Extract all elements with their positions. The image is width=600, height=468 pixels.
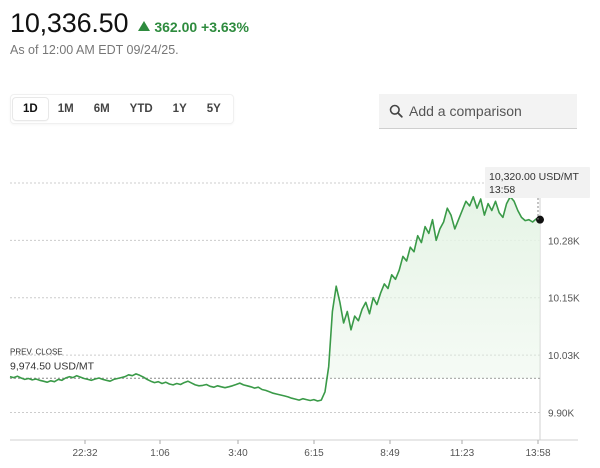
- x-tick-label: 6:15: [304, 448, 324, 459]
- prev-close-value: 9,974.50 USD/MT: [10, 360, 95, 372]
- tooltip-time: 13:58: [489, 184, 515, 196]
- last-point-marker: [536, 215, 544, 224]
- price-change: 362.00 +3.63%: [138, 19, 249, 35]
- up-arrow-icon: [138, 21, 151, 31]
- x-tick-label: 11:23: [450, 448, 475, 459]
- y-tick-label: 10.03K: [548, 351, 580, 362]
- search-icon: [389, 104, 403, 118]
- tooltip-value: 10,320.00 USD/MT: [489, 171, 579, 183]
- y-tick-label: 10.28K: [548, 236, 580, 247]
- y-tick-label: 10.15K: [548, 294, 580, 305]
- x-tick-label: 13:58: [525, 448, 550, 459]
- price-line: [9, 195, 541, 402]
- last-price: 10,336.50: [10, 8, 129, 38]
- price-area-fill: [325, 196, 540, 392]
- tab-ytd[interactable]: YTD: [129, 103, 153, 115]
- tab-1m[interactable]: 1M: [57, 103, 74, 115]
- add-comparison-search[interactable]: Add a comparison: [379, 94, 577, 129]
- y-tick-label: 9.90K: [548, 408, 574, 419]
- time-range-tabs: 1D 1M 6M YTD 1Y 5Y: [10, 94, 234, 124]
- tab-1d[interactable]: 1D: [13, 98, 48, 120]
- x-tick-label: 1:06: [150, 448, 170, 459]
- tab-5y[interactable]: 5Y: [206, 103, 221, 115]
- prev-close-label: PREV. CLOSE: [10, 347, 63, 356]
- price-change-text: 362.00 +3.63%: [154, 19, 249, 35]
- tab-1y[interactable]: 1Y: [172, 103, 187, 115]
- x-tick-label: 22:32: [72, 448, 97, 459]
- as-of-timestamp: As of 12:00 AM EDT 09/24/25.: [10, 43, 179, 57]
- x-tick-label: 3:40: [228, 448, 248, 459]
- tab-6m[interactable]: 6M: [93, 103, 110, 115]
- price-row: 10,336.50 362.00 +3.63%: [10, 8, 410, 39]
- tooltip-box: [485, 167, 590, 198]
- quote-header: 10,336.50 362.00 +3.63% As of 12:00 AM E…: [10, 8, 410, 57]
- x-tick-label: 8:49: [380, 448, 400, 459]
- add-comparison-placeholder: Add a comparison: [409, 103, 522, 119]
